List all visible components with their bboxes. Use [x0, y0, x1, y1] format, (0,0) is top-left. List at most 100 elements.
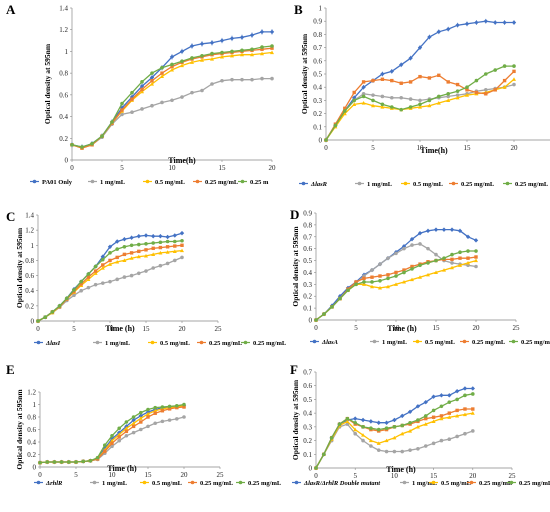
legend-label: 0.25 mg/mL [205, 179, 239, 186]
data-point [380, 94, 385, 99]
x-tick-label: 25 [215, 325, 223, 333]
data-point [165, 261, 170, 266]
data-point [122, 275, 127, 279]
data-point [352, 102, 357, 106]
legend-marker [469, 480, 474, 485]
data-point [172, 249, 177, 253]
data-point [151, 252, 156, 256]
data-point [131, 424, 136, 429]
data-point [511, 20, 517, 25]
legend-label: ΔlasA [321, 339, 339, 346]
data-point [361, 438, 365, 443]
data-point [474, 258, 478, 263]
data-point [139, 83, 145, 89]
data-point [158, 234, 163, 239]
data-point [455, 93, 460, 97]
data-point [70, 143, 74, 147]
data-point [361, 85, 366, 90]
data-point [269, 29, 275, 35]
data-point [101, 281, 105, 285]
data-point [502, 64, 507, 68]
data-point [386, 284, 390, 289]
legend-marker [190, 480, 195, 485]
data-point [394, 282, 398, 286]
panel-letter: C [6, 209, 15, 224]
legend: ΔrhlR 1 mg/mL 0.5 mg/mL 0.25 mg/mL 0.25 mg/m… [34, 480, 282, 487]
data-point [93, 264, 98, 269]
panel-letter: D [290, 207, 299, 222]
data-point [180, 238, 184, 243]
data-point [144, 241, 148, 246]
data-point [144, 248, 148, 252]
data-point [65, 296, 69, 301]
legend-label: 1 mg/mL [367, 181, 393, 188]
series-5 [324, 64, 516, 142]
data-point [260, 51, 264, 56]
data-point [386, 276, 390, 281]
data-point [353, 427, 358, 432]
y-axis-title: Optical density at 595nm [291, 226, 300, 307]
x-axis-title: Time (h) [107, 464, 137, 473]
legend-marker [95, 340, 100, 345]
data-point [399, 62, 404, 67]
data-point [384, 449, 389, 454]
data-point [43, 315, 47, 320]
data-point [441, 227, 447, 232]
data-point [117, 438, 121, 443]
data-point [146, 407, 150, 412]
data-point [220, 54, 224, 59]
data-point [249, 32, 255, 38]
legend-label: 1 mg/mL [412, 480, 438, 487]
data-point [210, 57, 214, 61]
data-point [190, 56, 194, 60]
data-point [314, 466, 318, 470]
data-point [433, 227, 439, 232]
data-point [144, 253, 148, 258]
data-point [158, 240, 163, 245]
data-point [400, 423, 405, 428]
data-point [131, 421, 136, 425]
data-point [140, 107, 144, 111]
x-axis-title: Time(h) [168, 156, 196, 165]
data-point [446, 92, 451, 96]
data-point [151, 246, 155, 251]
data-point [378, 262, 382, 266]
data-point [122, 237, 127, 242]
data-point [361, 92, 366, 96]
data-point [386, 273, 390, 277]
y-tick-label: 0.3 [303, 423, 312, 431]
data-point [330, 305, 334, 309]
y-tick-label: 0.3 [313, 97, 322, 105]
data-point [462, 386, 468, 391]
data-point [165, 234, 170, 240]
data-point [436, 101, 441, 105]
data-point [354, 280, 358, 284]
data-point [418, 98, 422, 103]
data-point [378, 274, 382, 278]
data-point [259, 29, 265, 35]
data-point [129, 235, 134, 240]
data-point [108, 251, 112, 255]
data-point [470, 386, 475, 391]
data-point [399, 95, 404, 100]
data-point [408, 55, 413, 61]
data-point [79, 279, 83, 284]
legend-marker [511, 339, 516, 344]
data-point [314, 318, 318, 322]
x-axis-title: Time (h) [387, 324, 417, 333]
data-point [380, 102, 385, 107]
data-point [425, 228, 431, 234]
data-point [457, 228, 463, 234]
y-tick-label: 0.6 [25, 272, 34, 280]
data-point [370, 268, 374, 272]
data-point [384, 426, 389, 431]
data-point [190, 90, 194, 95]
data-point [270, 50, 274, 55]
data-point [361, 80, 366, 84]
data-point [124, 420, 129, 424]
data-point [392, 425, 397, 429]
x-tick-label: 0 [314, 324, 318, 332]
data-point [146, 424, 150, 429]
data-point [153, 405, 157, 410]
data-point [100, 254, 105, 259]
